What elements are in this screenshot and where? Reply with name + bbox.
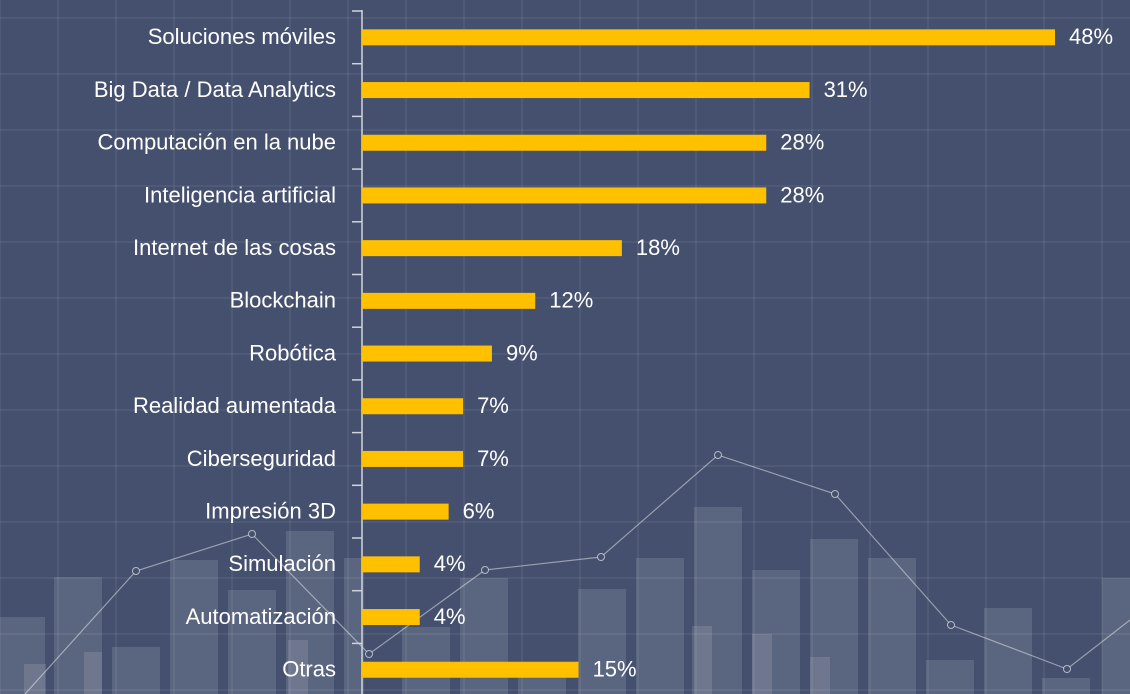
- bar: [362, 451, 463, 467]
- category-label: Automatización: [186, 604, 336, 629]
- value-label: 48%: [1069, 24, 1113, 49]
- value-label: 7%: [477, 393, 509, 418]
- bg-bar: [692, 626, 712, 694]
- bar: [362, 609, 420, 625]
- bar: [362, 398, 463, 414]
- value-label: 12%: [549, 288, 593, 313]
- value-label: 28%: [780, 130, 824, 155]
- category-label: Big Data / Data Analytics: [94, 77, 336, 102]
- bar: [362, 187, 766, 203]
- bg-dot: [366, 651, 373, 658]
- category-label: Simulación: [228, 551, 336, 576]
- bg-dot: [249, 531, 256, 538]
- bg-dot: [482, 567, 489, 574]
- bar: [362, 82, 810, 98]
- background-decoration: [0, 0, 1130, 694]
- category-label: Computación en la nube: [98, 130, 337, 155]
- bar: [362, 346, 492, 362]
- bg-dot: [715, 452, 722, 459]
- category-label: Ciberseguridad: [187, 446, 336, 471]
- bar: [362, 556, 420, 572]
- value-label: 4%: [434, 604, 466, 629]
- bg-bar: [752, 634, 772, 694]
- category-label: Robótica: [249, 340, 337, 365]
- bg-dot: [1064, 666, 1071, 673]
- bg-bar: [810, 657, 830, 694]
- category-label: Impresión 3D: [205, 498, 336, 523]
- bg-bar: [1102, 578, 1130, 694]
- category-label: Inteligencia artificial: [144, 182, 336, 207]
- chart: Soluciones móviles 48% Big Data / Data Ana…: [0, 0, 1130, 694]
- bar: [362, 293, 535, 309]
- bg-bar: [84, 652, 102, 694]
- value-label: 7%: [477, 446, 509, 471]
- bar: [362, 240, 622, 256]
- value-label: 4%: [434, 551, 466, 576]
- bg-bar: [402, 627, 450, 694]
- value-label: 9%: [506, 340, 538, 365]
- bg-bar: [1042, 678, 1090, 694]
- bar: [362, 662, 579, 678]
- bar: [362, 29, 1055, 45]
- bar: [362, 504, 449, 520]
- bg-dot: [133, 568, 140, 575]
- value-label: 28%: [780, 182, 824, 207]
- bg-bar: [868, 558, 916, 694]
- bg-bar: [24, 664, 46, 694]
- category-label: Soluciones móviles: [148, 24, 336, 49]
- value-label: 15%: [593, 657, 637, 682]
- category-label: Blockchain: [230, 288, 336, 313]
- bg-bar: [926, 660, 974, 694]
- category-label: Internet de las cosas: [133, 235, 336, 260]
- value-label: 18%: [636, 235, 680, 260]
- value-label: 6%: [463, 498, 495, 523]
- bg-bar: [984, 608, 1032, 694]
- category-label: Otras: [282, 657, 336, 682]
- bg-dot: [832, 491, 839, 498]
- bar: [362, 135, 766, 151]
- bg-bar: [636, 558, 684, 694]
- bg-dot: [948, 622, 955, 629]
- bg-dot: [598, 554, 605, 561]
- bg-bar: [112, 647, 160, 694]
- category-label: Realidad aumentada: [133, 393, 337, 418]
- value-label: 31%: [824, 77, 868, 102]
- bg-bar: [344, 558, 364, 694]
